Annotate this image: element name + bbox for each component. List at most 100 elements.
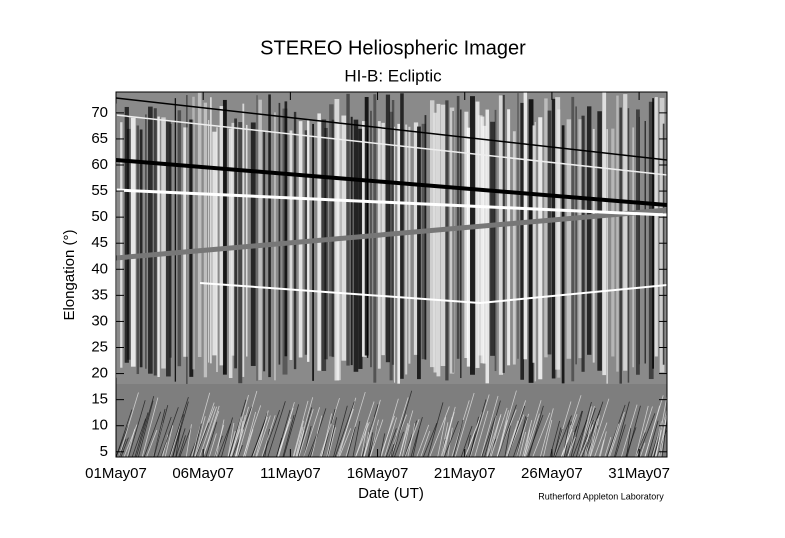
streak xyxy=(311,415,323,458)
streak xyxy=(553,428,563,458)
streak xyxy=(168,397,189,458)
streak xyxy=(519,431,527,458)
streak xyxy=(578,407,596,458)
streak xyxy=(334,401,355,458)
stripe xyxy=(139,129,143,368)
stripe xyxy=(648,101,654,380)
streak xyxy=(404,420,418,458)
streak xyxy=(326,424,335,458)
stripe xyxy=(485,109,490,384)
image-background xyxy=(116,92,667,384)
streak xyxy=(208,433,217,458)
track xyxy=(199,282,481,304)
stripe xyxy=(336,122,341,381)
stripe xyxy=(208,120,210,363)
stripe xyxy=(212,131,217,356)
streak xyxy=(346,426,356,458)
streak xyxy=(295,426,304,458)
streak xyxy=(138,400,154,458)
y-tick-label: 20 xyxy=(91,365,108,382)
x-tick-label: 01May07 xyxy=(85,465,147,482)
stripe xyxy=(174,98,177,382)
streak xyxy=(283,404,300,458)
streak xyxy=(194,416,206,458)
stripe xyxy=(532,125,535,363)
streak xyxy=(614,401,630,458)
stripe xyxy=(364,97,369,356)
streak xyxy=(230,394,249,458)
streak xyxy=(522,420,533,458)
streak xyxy=(412,430,420,458)
streak xyxy=(243,411,257,458)
stripe xyxy=(157,116,160,378)
streak xyxy=(178,435,186,458)
y-tick-label: 5 xyxy=(100,443,108,460)
stripe xyxy=(586,106,592,355)
streak xyxy=(464,420,480,458)
streak xyxy=(481,416,496,458)
y-tick-label: 30 xyxy=(91,312,108,329)
stripe xyxy=(662,123,665,365)
streak xyxy=(427,402,444,458)
stripe xyxy=(394,126,396,383)
stripe xyxy=(433,112,437,373)
streak xyxy=(497,420,508,458)
stripe xyxy=(460,109,462,379)
stripe xyxy=(623,94,628,371)
streak xyxy=(339,428,352,458)
track xyxy=(479,284,668,304)
stripe xyxy=(606,129,608,384)
streak xyxy=(416,424,430,458)
stripe xyxy=(475,101,480,368)
streak xyxy=(486,415,497,458)
streak xyxy=(298,408,314,458)
stripe xyxy=(602,92,607,376)
streak xyxy=(484,400,501,458)
stripe xyxy=(592,128,595,363)
streak xyxy=(361,404,379,458)
streak xyxy=(644,395,664,458)
stripe xyxy=(350,116,353,366)
stripe xyxy=(464,111,469,358)
stripe xyxy=(616,95,619,372)
streak xyxy=(264,428,270,458)
streak xyxy=(626,405,641,458)
stripe xyxy=(638,116,640,365)
streak xyxy=(599,431,607,458)
stripe xyxy=(242,103,245,377)
streak xyxy=(255,410,269,458)
stripe xyxy=(231,122,235,356)
streak xyxy=(654,409,668,458)
stripe xyxy=(413,122,419,355)
streak xyxy=(164,425,174,458)
y-tick-label: 10 xyxy=(91,417,108,434)
stripe xyxy=(268,94,271,378)
stripe xyxy=(498,95,503,375)
x-tick-label: 26May07 xyxy=(521,465,583,482)
streak xyxy=(532,412,551,458)
streak xyxy=(497,404,517,458)
stripe xyxy=(120,122,123,368)
streak xyxy=(228,399,247,458)
streak xyxy=(384,417,397,458)
streak xyxy=(647,420,659,458)
stripe xyxy=(408,126,411,364)
y-tick-label: 70 xyxy=(91,104,108,121)
stripe xyxy=(397,123,400,384)
streak xyxy=(380,398,399,458)
stripe xyxy=(644,120,646,364)
stripe xyxy=(192,96,195,370)
streak xyxy=(512,416,528,458)
streak xyxy=(352,421,361,458)
streak xyxy=(244,429,254,458)
streak xyxy=(515,416,527,458)
streak xyxy=(589,398,610,458)
stripe xyxy=(654,97,658,357)
streak xyxy=(490,407,508,458)
stripe xyxy=(627,108,630,383)
streak xyxy=(539,408,554,458)
stripe xyxy=(126,128,131,360)
stripe xyxy=(222,99,227,375)
track xyxy=(115,158,668,207)
streak xyxy=(469,394,490,458)
